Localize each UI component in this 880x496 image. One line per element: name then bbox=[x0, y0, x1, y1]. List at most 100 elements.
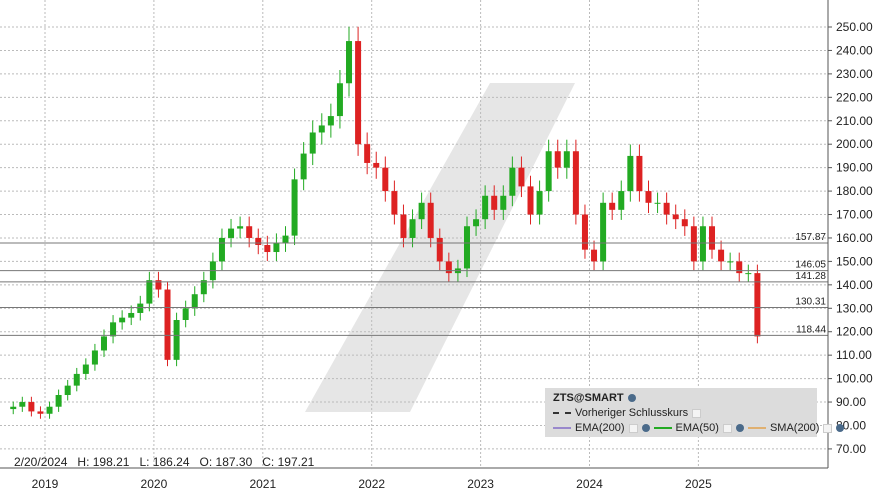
y-tick-label: 130.00 bbox=[836, 301, 873, 315]
y-tick-label: 100.00 bbox=[836, 372, 873, 386]
candle-body bbox=[500, 195, 507, 210]
candle-body bbox=[82, 364, 89, 374]
candle-body bbox=[600, 202, 607, 262]
candle-body bbox=[373, 162, 380, 168]
candle-body bbox=[482, 195, 489, 220]
candle-body bbox=[327, 116, 334, 126]
info-open: O: 187.30 bbox=[199, 455, 253, 469]
candle-body bbox=[699, 226, 706, 262]
candle-body bbox=[119, 317, 126, 323]
candle-body bbox=[627, 155, 634, 192]
y-tick-label: 190.00 bbox=[836, 161, 873, 175]
legend-sma200: SMA(200) bbox=[769, 422, 820, 434]
candle-body bbox=[309, 132, 316, 154]
visibility-icon[interactable] bbox=[836, 424, 845, 432]
checkbox-icon[interactable] bbox=[722, 423, 732, 433]
candle-body bbox=[273, 242, 280, 253]
candle-body bbox=[282, 235, 289, 243]
candle-body bbox=[91, 350, 98, 365]
candle-body bbox=[73, 373, 80, 386]
candle-body bbox=[636, 155, 643, 192]
candle-body bbox=[182, 308, 189, 320]
candle-body bbox=[391, 191, 398, 215]
candle-body bbox=[581, 214, 588, 250]
candle-body bbox=[745, 273, 752, 275]
candle-body bbox=[55, 395, 62, 407]
legend-ema200: EMA(200) bbox=[575, 422, 625, 434]
visibility-icon[interactable] bbox=[735, 424, 744, 432]
candle-body bbox=[509, 167, 516, 196]
candle-body bbox=[727, 261, 734, 263]
visibility-icon[interactable] bbox=[641, 424, 650, 432]
y-tick-label: 250.00 bbox=[836, 20, 873, 34]
candle-body bbox=[591, 249, 598, 262]
candle-body bbox=[545, 151, 552, 192]
visibility-icon[interactable] bbox=[627, 394, 636, 402]
level-label: 118.44 bbox=[796, 324, 826, 335]
candle-body bbox=[554, 151, 561, 168]
candle-body bbox=[110, 322, 117, 337]
y-tick-label: 230.00 bbox=[836, 67, 873, 81]
x-tick-label: 2019 bbox=[32, 477, 59, 491]
candle-body bbox=[318, 125, 325, 133]
candle-body bbox=[736, 261, 743, 274]
candle-body bbox=[463, 226, 470, 269]
candle-body bbox=[237, 226, 244, 229]
y-tick-label: 70.00 bbox=[836, 442, 866, 456]
candle-body bbox=[155, 280, 162, 290]
candle-body bbox=[100, 336, 107, 351]
level-label: 146.05 bbox=[795, 260, 826, 271]
candle-body bbox=[527, 186, 534, 215]
y-tick-label: 200.00 bbox=[836, 137, 873, 151]
candle-body bbox=[536, 191, 543, 215]
legend-ema50: EMA(50) bbox=[675, 422, 719, 434]
candle-body bbox=[255, 237, 262, 245]
candle-body bbox=[191, 294, 198, 309]
y-tick-label: 180.00 bbox=[836, 184, 873, 198]
candle-body bbox=[46, 406, 53, 414]
candle-body bbox=[300, 153, 307, 180]
candle-body bbox=[663, 202, 670, 215]
candle-body bbox=[690, 226, 697, 262]
candle-body bbox=[572, 151, 579, 215]
checkbox-icon[interactable] bbox=[628, 423, 638, 433]
candle-body bbox=[409, 219, 416, 238]
candle-body bbox=[246, 226, 253, 238]
checkbox-icon[interactable] bbox=[823, 423, 833, 433]
candle-body bbox=[518, 167, 525, 187]
candle-body bbox=[754, 273, 761, 337]
checkbox-icon[interactable] bbox=[692, 408, 702, 418]
candle-body bbox=[146, 280, 153, 304]
candle-body bbox=[164, 289, 171, 360]
info-low: L: 186.24 bbox=[139, 455, 190, 469]
candle-body bbox=[264, 244, 271, 253]
candle-body bbox=[427, 202, 434, 238]
candle-body bbox=[382, 167, 389, 192]
y-tick-label: 90.00 bbox=[836, 395, 866, 409]
candle-body bbox=[37, 411, 44, 414]
candle-body bbox=[200, 280, 207, 295]
candle-body bbox=[418, 202, 425, 220]
candle-body bbox=[618, 191, 625, 210]
line-icon bbox=[553, 427, 571, 429]
x-tick-label: 2021 bbox=[249, 477, 276, 491]
level-label: 157.87 bbox=[795, 232, 826, 243]
info-date: 2/20/2024 bbox=[14, 455, 68, 469]
y-tick-label: 160.00 bbox=[836, 231, 873, 245]
x-tick-label: 2024 bbox=[576, 477, 603, 491]
y-tick-label: 240.00 bbox=[836, 43, 873, 57]
y-tick-label: 170.00 bbox=[836, 208, 873, 222]
line-icon bbox=[653, 427, 672, 429]
candle-body bbox=[473, 219, 480, 227]
candle-body bbox=[645, 191, 652, 203]
candle-body bbox=[346, 41, 353, 84]
level-label: 130.31 bbox=[795, 297, 826, 308]
candle-body bbox=[364, 144, 371, 163]
candle-body bbox=[445, 261, 452, 274]
y-tick-label: 220.00 bbox=[836, 90, 873, 104]
y-tick-label: 140.00 bbox=[836, 278, 873, 292]
candle-body bbox=[563, 151, 570, 168]
candle-body bbox=[173, 320, 180, 360]
candle-body bbox=[400, 214, 407, 238]
